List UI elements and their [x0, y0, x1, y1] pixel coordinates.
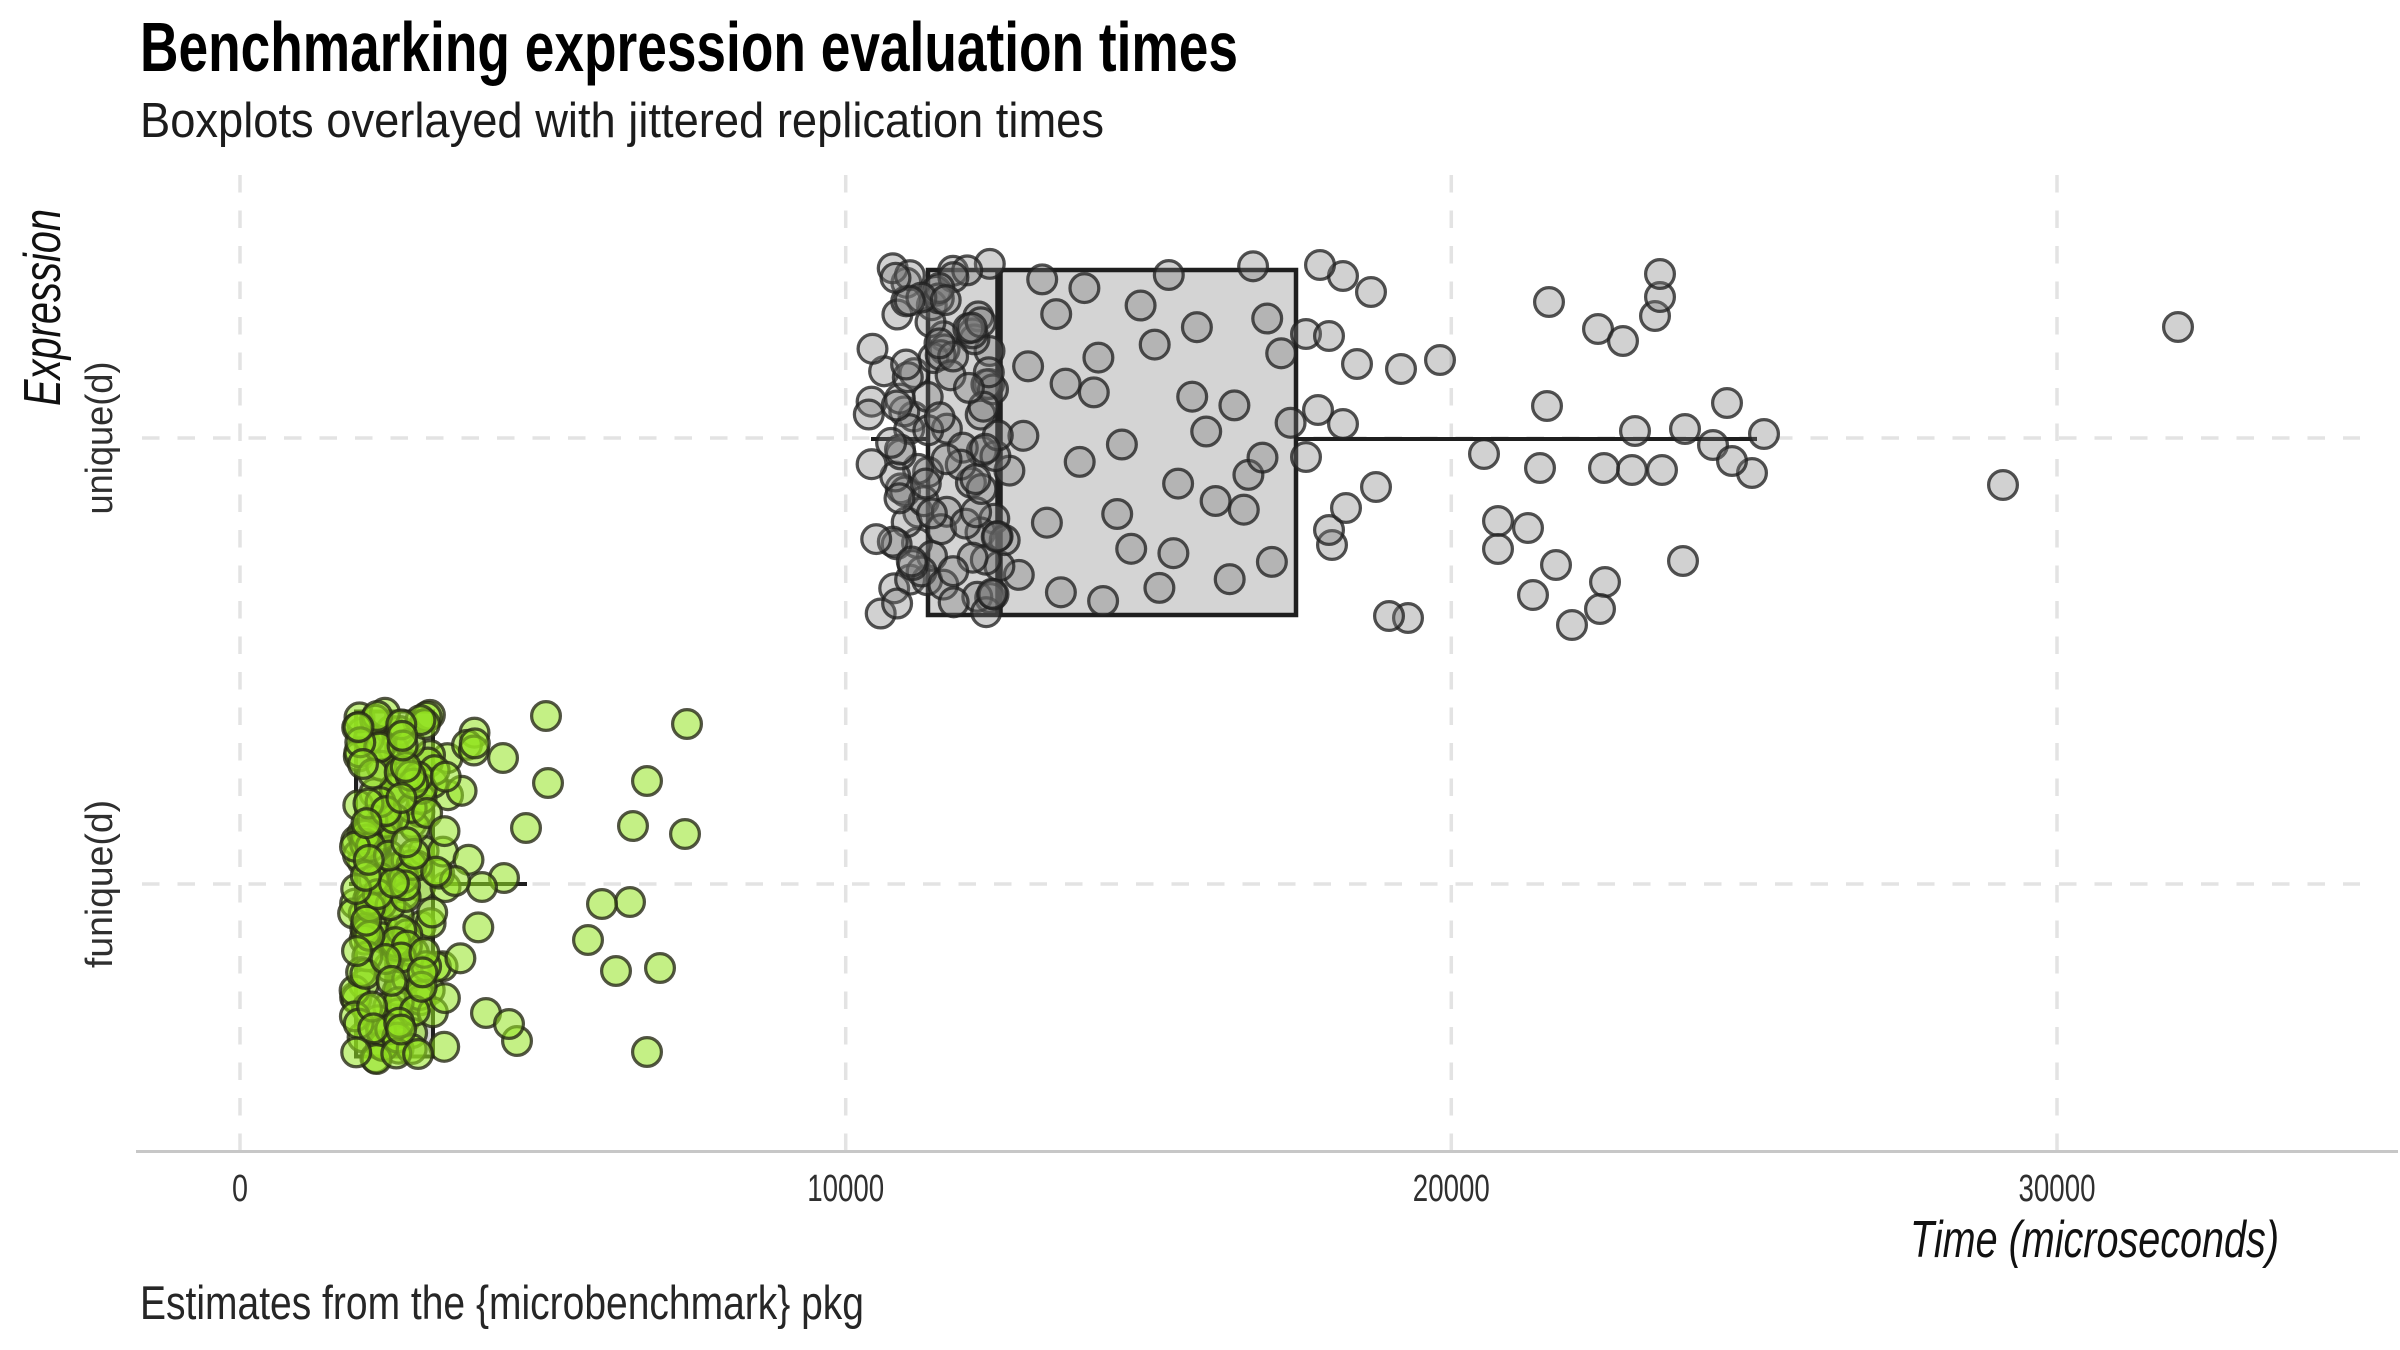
svg-text:Time (microseconds): Time (microseconds): [1910, 1211, 2279, 1269]
svg-text:unique(d): unique(d): [79, 362, 121, 515]
svg-text:0: 0: [232, 1168, 248, 1210]
svg-text:10000: 10000: [807, 1168, 884, 1210]
svg-text:Boxplots overlayed with jitter: Boxplots overlayed with jittered replica…: [140, 94, 1104, 148]
svg-text:Benchmarking expression evalua: Benchmarking expression evaluation times: [140, 8, 1238, 86]
svg-text:20000: 20000: [1413, 1168, 1490, 1210]
svg-text:funique(d): funique(d): [79, 800, 121, 968]
svg-text:30000: 30000: [2019, 1168, 2096, 1210]
svg-text:Estimates from the {microbench: Estimates from the {microbenchmark} pkg: [140, 1276, 864, 1329]
svg-text:Expression: Expression: [14, 209, 72, 406]
